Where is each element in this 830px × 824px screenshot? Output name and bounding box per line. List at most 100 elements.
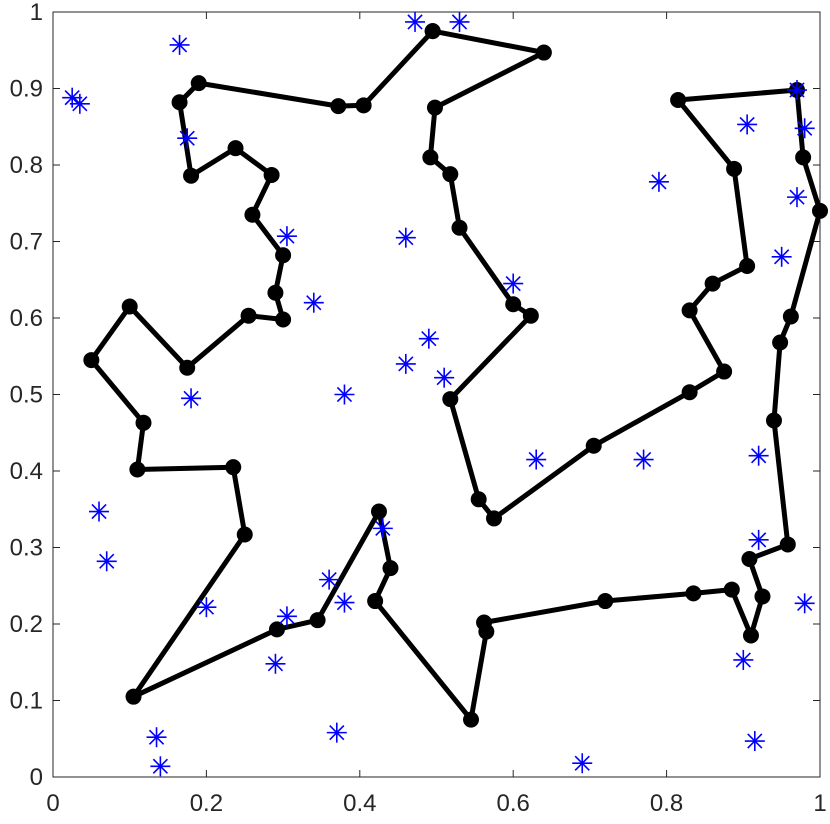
star-point [449,11,470,32]
tour-point [275,247,292,264]
tour-point [704,275,721,292]
star-point [434,367,455,388]
y-tick-label: 0.9 [10,76,43,103]
y-tick-label: 0.3 [10,535,43,562]
y-tick-label: 0 [30,764,43,791]
tour-point [367,593,384,610]
star-point [319,569,340,590]
tour-point [370,503,387,520]
tour-point [263,166,280,183]
tour-point [670,91,687,108]
tour-point [812,202,828,219]
tour-point [681,302,698,319]
x-tick-label: 0.6 [497,790,530,817]
tour-point [179,359,196,376]
star-point [733,649,754,670]
star-point [503,273,524,294]
star-point [786,187,807,208]
star-point [69,93,90,114]
star-point [737,114,758,135]
tour-point [741,550,758,567]
tour-point [779,536,796,553]
tour-point [125,688,142,705]
star-point [181,388,202,409]
tour-point [309,612,326,629]
tour-point [505,296,522,313]
tour-point [129,461,146,478]
star-point [794,593,815,614]
tour-point [716,363,733,380]
star-point [786,80,807,101]
tour-point [442,391,459,408]
tour-point [742,627,759,644]
tour-point [754,588,771,605]
star-point [633,449,654,470]
tour-point [782,308,799,325]
star-point [146,727,167,748]
tour-point [486,510,503,527]
tour-point [171,94,188,111]
tour-point [522,307,539,324]
y-tick-label: 1 [30,0,43,26]
tour-point [463,711,480,728]
star-point [96,551,117,572]
tour-point [585,437,602,454]
star-point [748,445,769,466]
star-point [572,753,593,774]
x-tick-label: 0.8 [650,790,683,817]
y-tick-label: 0.1 [10,688,43,715]
star-point [648,171,669,192]
tour-point [422,149,439,166]
tour-point [268,621,285,638]
tour-point [470,491,487,508]
star-point [744,731,765,752]
x-tick-label: 1 [813,790,826,817]
x-tick-label: 0.4 [343,790,376,817]
x-tick-label: 0.2 [190,790,223,817]
star-point [196,597,217,618]
y-tick-label: 0.4 [10,458,43,485]
star-point [326,722,347,743]
x-axis-tick-labels: 0 0.2 0.4 0.6 0.8 1 [46,790,826,817]
plot-area [52,11,821,778]
star-point [334,384,355,405]
star-point [395,227,416,248]
star-point [771,246,792,267]
tour-point [275,311,292,328]
tour-point [183,167,200,184]
tour-point [225,459,242,476]
tour-point [190,75,207,92]
tour-point [535,44,552,61]
tour-point [772,334,789,351]
star-point [748,529,769,550]
star-point [89,501,110,522]
tour-point [597,593,614,610]
tour-markers [83,23,828,728]
tour-point [723,581,740,598]
star-point [303,292,324,313]
tour-point [426,99,443,116]
tour-point [382,560,399,577]
star-point [418,328,439,349]
y-axis-tick-labels: 0 0.1 0.2 0.3 0.4 0.5 0.6 0.7 0.8 0.9 1 [10,0,43,791]
tour-point [685,585,702,602]
y-tick-label: 0.2 [10,611,43,638]
y-tick-label: 0.5 [10,382,43,409]
y-tick-label: 0.8 [10,152,43,179]
tour-point [244,206,261,223]
tour-point [765,412,782,429]
tour-point [681,384,698,401]
tour-point [795,149,812,166]
star-point [395,353,416,374]
y-tick-label: 0.6 [10,305,43,332]
star-point [526,449,547,470]
tour-point [424,23,441,40]
tour-point [240,307,257,324]
tour-point [227,140,244,157]
tour-point [330,98,347,115]
star-point [276,226,297,247]
tour-point [121,298,138,315]
star-point [372,518,393,539]
tour-point [267,284,284,301]
